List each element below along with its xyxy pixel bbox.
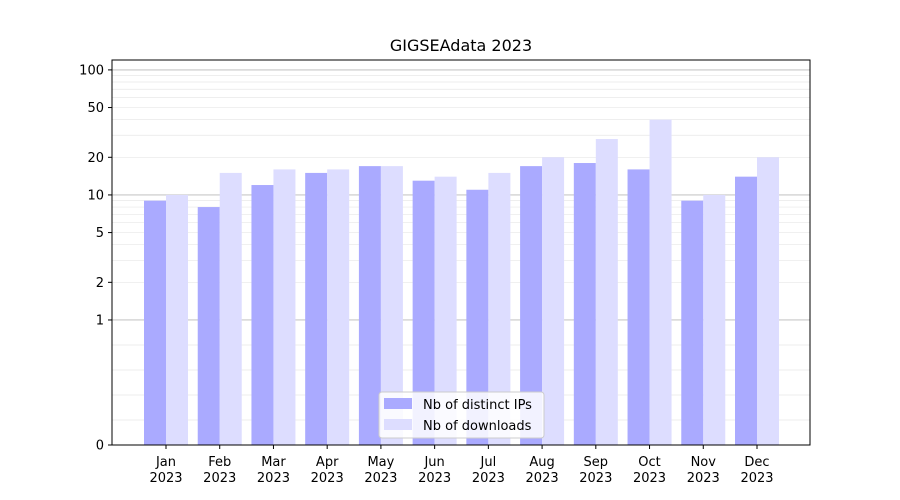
y-axis: 0 1 2 5 10 20 50 100 xyxy=(79,63,112,454)
x-tick-label-month: Sep xyxy=(584,455,609,470)
bar-downloads xyxy=(327,169,350,445)
bar-downloads xyxy=(273,169,296,445)
plot-frame xyxy=(111,59,811,446)
x-tick-label-year: 2023 xyxy=(149,471,182,486)
x-tick-label-year: 2023 xyxy=(203,471,236,486)
y-tick-label: 0 xyxy=(96,439,104,454)
bar-distinct-ips xyxy=(251,185,274,445)
x-tick-label-year: 2023 xyxy=(633,471,666,486)
bar-downloads xyxy=(219,172,242,445)
x-tick-label-month: Apr xyxy=(316,455,339,470)
bar-downloads xyxy=(166,194,188,445)
x-tick-label-month: Dec xyxy=(744,455,769,470)
bar-distinct-ips xyxy=(466,189,489,445)
x-tick-label-month: Oct xyxy=(638,455,660,470)
x-tick-label-year: 2023 xyxy=(364,471,397,486)
x-tick-label-year: 2023 xyxy=(687,471,720,486)
bar-distinct-ips xyxy=(520,166,543,445)
x-tick-label-month: Nov xyxy=(691,455,717,470)
bar-distinct-ips xyxy=(573,163,596,445)
chart-title: GIGSEAdata 2023 xyxy=(390,36,532,55)
bar-downloads xyxy=(649,119,672,446)
x-tick-label-month: Jun xyxy=(423,455,444,470)
bars xyxy=(144,119,779,446)
legend-swatch-downloads xyxy=(384,419,412,430)
bar-distinct-ips xyxy=(735,176,757,445)
bar-distinct-ips xyxy=(358,166,381,445)
y-tick-label: 2 xyxy=(96,276,104,291)
x-axis: Jan2023Feb2023Mar2023Apr2023May2023Jun20… xyxy=(149,445,774,486)
bar-distinct-ips xyxy=(627,169,650,445)
x-tick-label-year: 2023 xyxy=(740,471,773,486)
bar-downloads xyxy=(703,194,726,445)
legend-label-downloads: Nb of downloads xyxy=(423,419,532,434)
bar-downloads xyxy=(380,166,403,445)
bar-distinct-ips xyxy=(144,200,166,445)
x-tick-label-month: Mar xyxy=(261,455,286,470)
bar-distinct-ips xyxy=(681,200,704,445)
x-tick-label-year: 2023 xyxy=(579,471,612,486)
bar-downloads xyxy=(434,176,457,445)
x-tick-label-year: 2023 xyxy=(418,471,451,486)
bar-downloads xyxy=(488,172,511,445)
bar-downloads xyxy=(757,157,779,445)
x-tick-label-year: 2023 xyxy=(311,471,344,486)
y-tick-label: 10 xyxy=(87,188,104,203)
x-tick-label-year: 2023 xyxy=(472,471,505,486)
bar-distinct-ips xyxy=(305,172,328,445)
x-tick-label-month: May xyxy=(367,455,394,470)
bar-distinct-ips xyxy=(412,180,435,445)
y-tick-label: 1 xyxy=(96,313,104,328)
legend-box xyxy=(378,391,545,439)
x-tick-label-year: 2023 xyxy=(257,471,290,486)
x-tick-label-month: Aug xyxy=(529,455,554,470)
legend-label-distinct-ips: Nb of distinct IPs xyxy=(423,398,532,413)
bar-distinct-ips xyxy=(197,207,220,445)
x-tick-label-month: Jul xyxy=(480,455,497,470)
y-tick-label: 20 xyxy=(87,151,104,166)
y-tick-label: 50 xyxy=(87,101,104,116)
bar-downloads xyxy=(595,139,618,445)
bar-downloads xyxy=(542,157,565,445)
x-tick-label-month: Jan xyxy=(155,455,176,470)
y-tick-label: 5 xyxy=(96,226,104,241)
x-tick-label-month: Feb xyxy=(208,455,231,470)
x-tick-label-year: 2023 xyxy=(526,471,559,486)
y-tick-label: 100 xyxy=(79,63,104,78)
legend-swatch-distinct-ips xyxy=(384,398,412,409)
legend: Nb of distinct IPs Nb of downloads xyxy=(378,391,545,439)
